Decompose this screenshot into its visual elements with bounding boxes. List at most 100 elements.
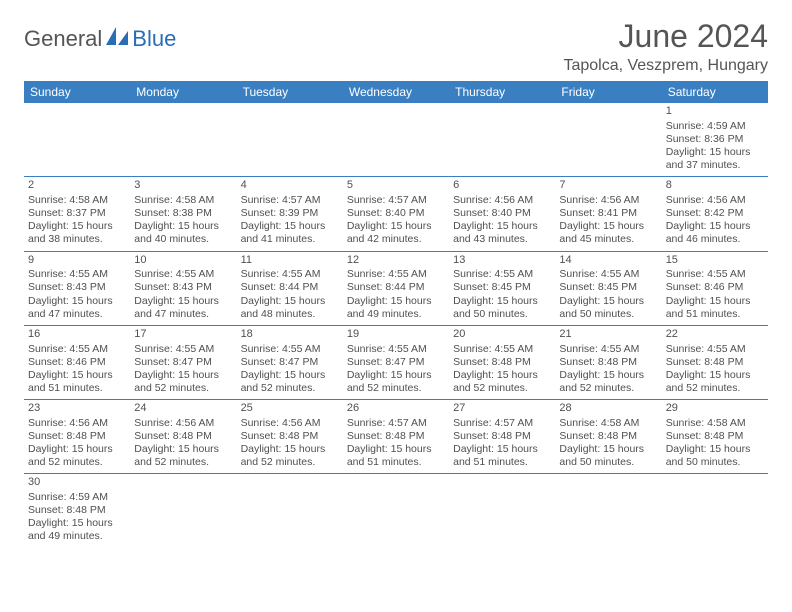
- sunrise-text: Sunrise: 4:58 AM: [559, 417, 657, 430]
- empty-cell: [24, 103, 130, 176]
- day-number: 19: [347, 328, 445, 342]
- sunrise-text: Sunrise: 4:57 AM: [347, 417, 445, 430]
- day-cell: 11Sunrise: 4:55 AMSunset: 8:44 PMDayligh…: [237, 252, 343, 325]
- day-number: 7: [559, 179, 657, 193]
- daylight-text: and 52 minutes.: [28, 456, 126, 469]
- day-cell: 17Sunrise: 4:55 AMSunset: 8:47 PMDayligh…: [130, 326, 236, 399]
- daylight-text: Daylight: 15 hours: [453, 220, 551, 233]
- sunrise-text: Sunrise: 4:55 AM: [28, 268, 126, 281]
- day-cell: 15Sunrise: 4:55 AMSunset: 8:46 PMDayligh…: [662, 252, 768, 325]
- brand-logo: General Blue: [24, 26, 176, 52]
- sunrise-text: Sunrise: 4:55 AM: [666, 343, 764, 356]
- daylight-text: and 52 minutes.: [134, 456, 232, 469]
- empty-cell: [662, 474, 768, 547]
- sunrise-text: Sunrise: 4:56 AM: [134, 417, 232, 430]
- sunrise-text: Sunrise: 4:57 AM: [347, 194, 445, 207]
- sunrise-text: Sunrise: 4:57 AM: [241, 194, 339, 207]
- week-row: 30Sunrise: 4:59 AMSunset: 8:48 PMDayligh…: [24, 474, 768, 547]
- daylight-text: Daylight: 15 hours: [559, 443, 657, 456]
- sunrise-text: Sunrise: 4:55 AM: [134, 343, 232, 356]
- day-header: Saturday: [662, 81, 768, 103]
- day-cell: 29Sunrise: 4:58 AMSunset: 8:48 PMDayligh…: [662, 400, 768, 473]
- day-cell: 14Sunrise: 4:55 AMSunset: 8:45 PMDayligh…: [555, 252, 661, 325]
- day-number: 22: [666, 328, 764, 342]
- daylight-text: and 51 minutes.: [666, 308, 764, 321]
- sunset-text: Sunset: 8:41 PM: [559, 207, 657, 220]
- empty-cell: [130, 474, 236, 547]
- daylight-text: and 40 minutes.: [134, 233, 232, 246]
- daylight-text: and 37 minutes.: [666, 159, 764, 172]
- sunset-text: Sunset: 8:47 PM: [347, 356, 445, 369]
- daylight-text: Daylight: 15 hours: [453, 295, 551, 308]
- empty-cell: [449, 474, 555, 547]
- day-number: 14: [559, 254, 657, 268]
- day-cell: 13Sunrise: 4:55 AMSunset: 8:45 PMDayligh…: [449, 252, 555, 325]
- daylight-text: and 47 minutes.: [134, 308, 232, 321]
- brand-text-blue: Blue: [132, 26, 176, 52]
- empty-cell: [130, 103, 236, 176]
- sunset-text: Sunset: 8:40 PM: [347, 207, 445, 220]
- sunrise-text: Sunrise: 4:55 AM: [453, 268, 551, 281]
- week-row: 1Sunrise: 4:59 AMSunset: 8:36 PMDaylight…: [24, 103, 768, 177]
- sunset-text: Sunset: 8:46 PM: [28, 356, 126, 369]
- daylight-text: Daylight: 15 hours: [241, 295, 339, 308]
- sunset-text: Sunset: 8:48 PM: [134, 430, 232, 443]
- daylight-text: and 51 minutes.: [347, 456, 445, 469]
- sunrise-text: Sunrise: 4:55 AM: [347, 268, 445, 281]
- day-header: Sunday: [24, 81, 130, 103]
- sunset-text: Sunset: 8:46 PM: [666, 281, 764, 294]
- sunset-text: Sunset: 8:43 PM: [28, 281, 126, 294]
- sunset-text: Sunset: 8:43 PM: [134, 281, 232, 294]
- title-block: June 2024 Tapolca, Veszprem, Hungary: [563, 18, 768, 75]
- daylight-text: and 51 minutes.: [453, 456, 551, 469]
- day-cell: 30Sunrise: 4:59 AMSunset: 8:48 PMDayligh…: [24, 474, 130, 547]
- daylight-text: Daylight: 15 hours: [28, 369, 126, 382]
- sunrise-text: Sunrise: 4:58 AM: [134, 194, 232, 207]
- sunset-text: Sunset: 8:36 PM: [666, 133, 764, 146]
- day-cell: 18Sunrise: 4:55 AMSunset: 8:47 PMDayligh…: [237, 326, 343, 399]
- empty-cell: [343, 103, 449, 176]
- day-number: 12: [347, 254, 445, 268]
- day-cell: 21Sunrise: 4:55 AMSunset: 8:48 PMDayligh…: [555, 326, 661, 399]
- daylight-text: and 50 minutes.: [666, 456, 764, 469]
- empty-cell: [555, 103, 661, 176]
- day-number: 29: [666, 402, 764, 416]
- sunset-text: Sunset: 8:48 PM: [347, 430, 445, 443]
- sunrise-text: Sunrise: 4:55 AM: [453, 343, 551, 356]
- daylight-text: Daylight: 15 hours: [453, 369, 551, 382]
- day-cell: 26Sunrise: 4:57 AMSunset: 8:48 PMDayligh…: [343, 400, 449, 473]
- daylight-text: Daylight: 15 hours: [134, 443, 232, 456]
- daylight-text: and 52 minutes.: [347, 382, 445, 395]
- calendar-grid: SundayMondayTuesdayWednesdayThursdayFrid…: [24, 81, 768, 548]
- daylight-text: Daylight: 15 hours: [666, 146, 764, 159]
- day-cell: 5Sunrise: 4:57 AMSunset: 8:40 PMDaylight…: [343, 177, 449, 250]
- daylight-text: and 52 minutes.: [666, 382, 764, 395]
- daylight-text: Daylight: 15 hours: [241, 220, 339, 233]
- day-number: 15: [666, 254, 764, 268]
- daylight-text: Daylight: 15 hours: [666, 295, 764, 308]
- sunset-text: Sunset: 8:37 PM: [28, 207, 126, 220]
- day-cell: 28Sunrise: 4:58 AMSunset: 8:48 PMDayligh…: [555, 400, 661, 473]
- day-cell: 22Sunrise: 4:55 AMSunset: 8:48 PMDayligh…: [662, 326, 768, 399]
- day-number: 23: [28, 402, 126, 416]
- day-number: 13: [453, 254, 551, 268]
- sunset-text: Sunset: 8:48 PM: [241, 430, 339, 443]
- day-cell: 9Sunrise: 4:55 AMSunset: 8:43 PMDaylight…: [24, 252, 130, 325]
- daylight-text: and 52 minutes.: [453, 382, 551, 395]
- sunset-text: Sunset: 8:48 PM: [28, 430, 126, 443]
- sunrise-text: Sunrise: 4:55 AM: [347, 343, 445, 356]
- day-cell: 20Sunrise: 4:55 AMSunset: 8:48 PMDayligh…: [449, 326, 555, 399]
- day-number: 8: [666, 179, 764, 193]
- sunset-text: Sunset: 8:42 PM: [666, 207, 764, 220]
- day-cell: 6Sunrise: 4:56 AMSunset: 8:40 PMDaylight…: [449, 177, 555, 250]
- sunrise-text: Sunrise: 4:59 AM: [28, 491, 126, 504]
- day-header: Friday: [555, 81, 661, 103]
- empty-cell: [343, 474, 449, 547]
- sunrise-text: Sunrise: 4:55 AM: [134, 268, 232, 281]
- day-number: 11: [241, 254, 339, 268]
- daylight-text: Daylight: 15 hours: [347, 295, 445, 308]
- daylight-text: Daylight: 15 hours: [347, 220, 445, 233]
- daylight-text: Daylight: 15 hours: [241, 443, 339, 456]
- day-cell: 1Sunrise: 4:59 AMSunset: 8:36 PMDaylight…: [662, 103, 768, 176]
- sunrise-text: Sunrise: 4:56 AM: [241, 417, 339, 430]
